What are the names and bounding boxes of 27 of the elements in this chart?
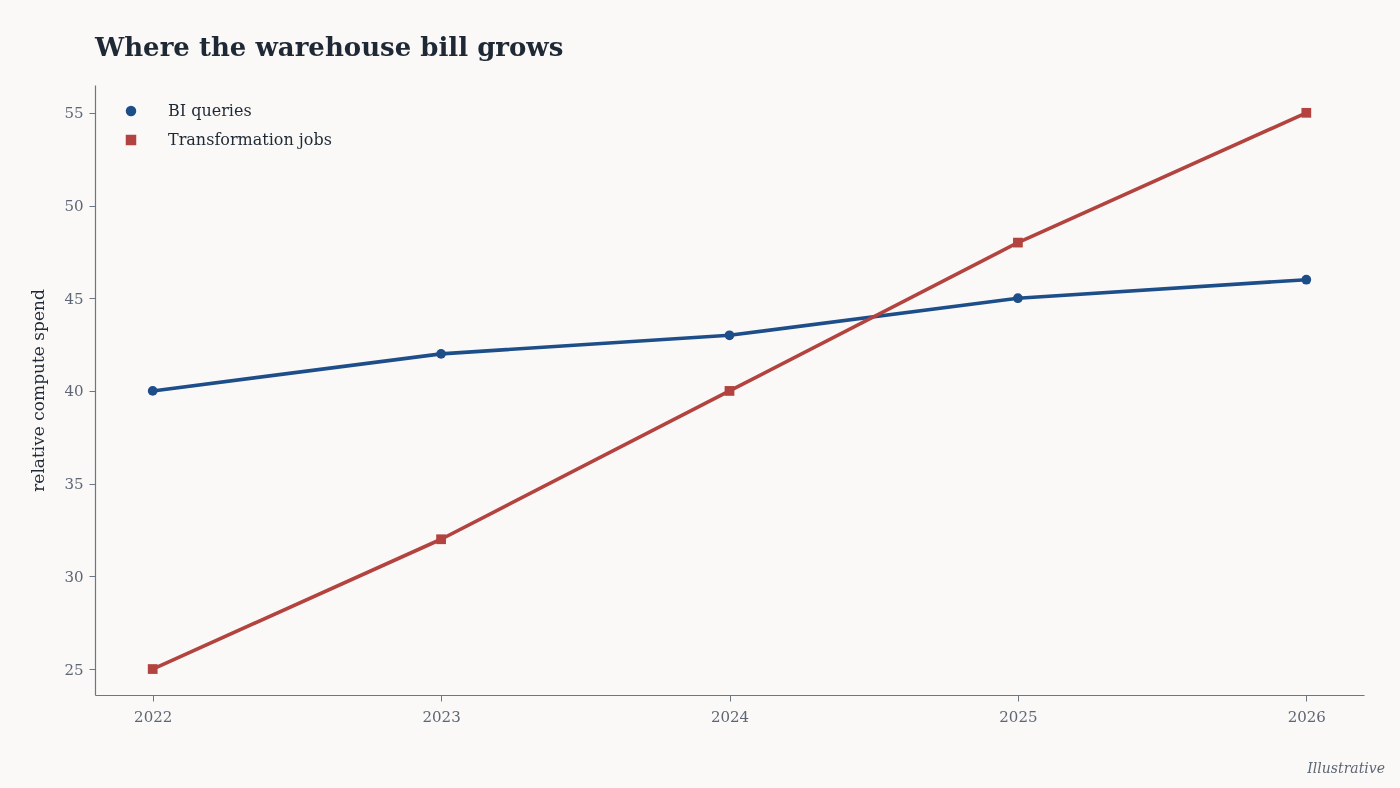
y-tick-label: 40 <box>64 382 84 401</box>
y-tick-label: 35 <box>64 475 84 494</box>
chart-title: Where the warehouse bill grows <box>94 32 564 62</box>
y-axis-title: relative compute spend <box>28 289 49 492</box>
point <box>724 330 735 341</box>
point <box>1013 237 1023 248</box>
point <box>1301 274 1312 285</box>
y-tick-label: 50 <box>64 197 84 216</box>
point <box>436 348 446 359</box>
point <box>724 386 735 396</box>
y-tick-label: 30 <box>64 567 84 586</box>
point <box>147 664 158 674</box>
point <box>147 386 158 396</box>
x-tick-label: 2022 <box>134 707 173 726</box>
y-tick-label: 25 <box>64 660 84 679</box>
point <box>1013 293 1023 304</box>
legend-label: Transformation jobs <box>168 130 332 149</box>
y-tick-label: 55 <box>64 104 84 123</box>
legend-label: BI queries <box>168 101 252 120</box>
x-tick-label: 2023 <box>422 707 461 726</box>
point <box>436 534 446 545</box>
text: Illustrative <box>1306 760 1385 776</box>
x-tick-label: 2025 <box>999 707 1038 726</box>
x-tick-label: 2026 <box>1287 707 1326 726</box>
point <box>1301 107 1312 118</box>
x-tick-label: 2024 <box>710 707 750 726</box>
y-tick-label: 45 <box>64 289 84 308</box>
